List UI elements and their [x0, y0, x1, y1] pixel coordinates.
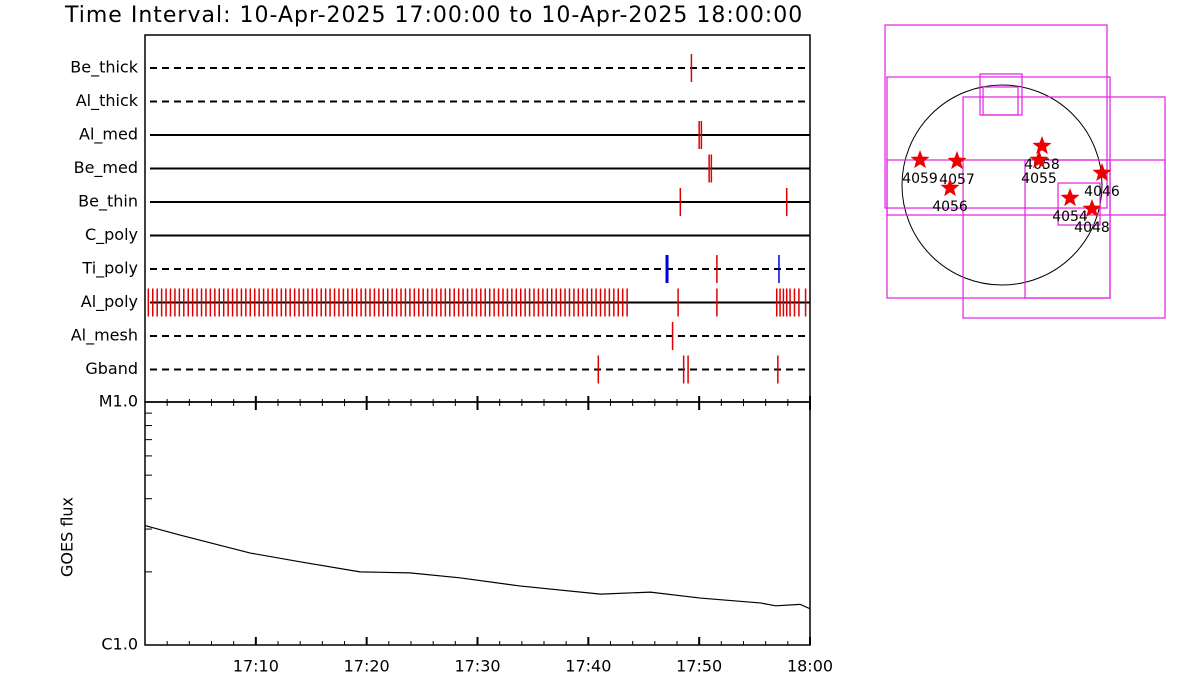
x-tick-label: 18:00 — [787, 657, 833, 676]
fov-box — [982, 86, 1019, 116]
active-region — [910, 150, 930, 169]
solar-limb — [901, 84, 1103, 286]
row-label: Al_mesh — [71, 326, 138, 346]
chart-title: Time Interval: 10-Apr-2025 17:00:00 to 1… — [64, 3, 803, 28]
row-label: C_poly — [85, 225, 138, 245]
active-region — [1029, 150, 1049, 169]
fov-box — [884, 24, 1108, 209]
row-label: Be_thick — [70, 58, 138, 78]
active-region — [940, 178, 960, 197]
active-region — [1032, 136, 1052, 155]
active-region — [1060, 188, 1080, 207]
goes-curve — [144, 525, 811, 610]
active-region — [1092, 163, 1112, 182]
region-label: 4056 — [932, 199, 968, 215]
x-tick-label: 17:50 — [676, 657, 722, 676]
x-tick-label: 17:30 — [454, 657, 500, 676]
active-region — [1082, 198, 1102, 218]
x-tick-label: 17:20 — [344, 657, 390, 676]
active-region — [947, 151, 967, 170]
region-label: 4055 — [1021, 171, 1057, 187]
region-label: 4059 — [902, 171, 938, 187]
row-label: Al_thick — [76, 91, 139, 111]
y-tick-label: C1.0 — [101, 635, 138, 654]
row-label: Be_med — [74, 158, 138, 178]
row-label: Al_med — [79, 125, 138, 145]
y-axis-label: GOES flux — [58, 497, 77, 577]
y-tick-label: M1.0 — [99, 392, 138, 411]
region-label: 4048 — [1074, 220, 1110, 236]
region-label: 4046 — [1084, 184, 1120, 200]
row-label: Al_poly — [81, 292, 138, 312]
row-label: Gband — [85, 359, 138, 378]
region-label: 4054 — [1052, 209, 1088, 225]
row-label: Be_thin — [78, 192, 138, 212]
x-tick-label: 17:10 — [233, 657, 279, 676]
fov-box — [1057, 182, 1101, 226]
row-label: Ti_poly — [81, 259, 138, 279]
fov-box — [1024, 159, 1111, 299]
x-tick-label: 17:40 — [565, 657, 611, 676]
